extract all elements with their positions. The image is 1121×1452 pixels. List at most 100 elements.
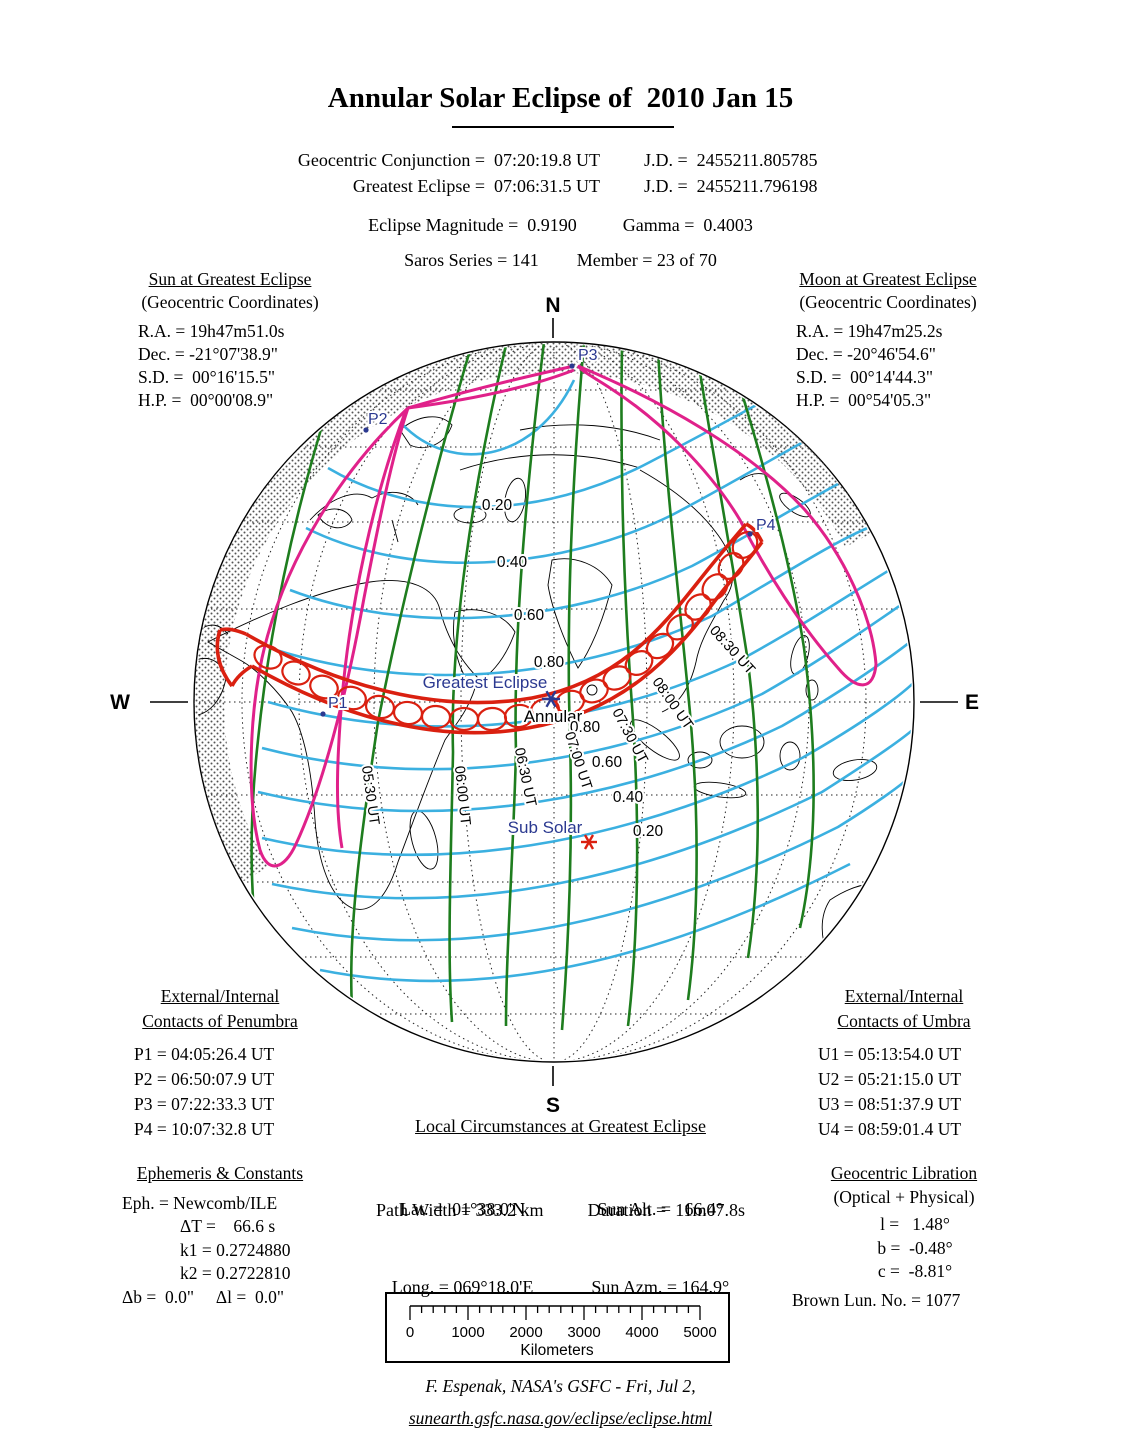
- penumbra-p3: P3 = 07:22:33.3 UT: [134, 1094, 275, 1114]
- sun-sd: S.D. = 00°16'15.5": [138, 367, 276, 387]
- svg-text:3000: 3000: [567, 1324, 600, 1341]
- penumbra-p4: P4 = 10:07:32.8 UT: [134, 1119, 275, 1139]
- svg-text:0.40: 0.40: [497, 554, 528, 571]
- magnitude-gamma-row: Eclipse Magnitude = 0.9190 Gamma = 0.400…: [0, 215, 1121, 236]
- svg-text:0.80: 0.80: [534, 654, 565, 671]
- coastlines: [196, 416, 911, 979]
- moon-sd: S.D. = 00°14'44.3": [796, 367, 934, 387]
- gamma-value: Gamma = 0.4003: [622, 215, 753, 235]
- ephemeris-source: Eph. = Newcomb/ILE: [122, 1192, 278, 1213]
- saros-series: Saros Series = 141: [404, 250, 539, 270]
- moon-block-subtitle: (Geocentric Coordinates): [799, 292, 977, 312]
- website-url: sunearth.gsfc.nasa.gov/eclipse/eclipse.h…: [408, 1408, 713, 1428]
- sun-block-subtitle: (Geocentric Coordinates): [141, 292, 319, 312]
- local-circumstances-block: Local Circumstances at Greatest Eclipse …: [0, 1116, 1121, 1297]
- ephemeris-block: Ephemeris & Constants Eph. = Newcomb/ILE…: [100, 1162, 340, 1309]
- sun-hp: H.P. = 00°00'08.9": [138, 390, 274, 410]
- svg-text:0.20: 0.20: [633, 823, 664, 840]
- compass-north: N: [545, 294, 560, 317]
- moon-coordinates-block: Moon at Greatest Eclipse (Geocentric Coo…: [766, 268, 1010, 412]
- sub-solar-label: Sub Solar: [508, 818, 583, 837]
- libration-b: b = -0.48°: [877, 1237, 953, 1258]
- moon-dec: Dec. = -20°46'54.6": [796, 344, 936, 364]
- k2-constant: k2 = 0.2722810: [180, 1263, 291, 1283]
- moon-hp: H.P. = 00°54'05.3": [796, 390, 932, 410]
- umbra-title-1: External/Internal: [844, 986, 964, 1006]
- greatest-eclipse-time: Greatest Eclipse = 07:06:31.5 UT: [352, 176, 600, 196]
- moon-ra: R.A. = 19h47m25.2s: [796, 321, 943, 341]
- brown-lunation: Brown Lun. No. = 1077: [792, 1289, 961, 1310]
- graticule: [196, 344, 912, 1060]
- annularity-path: [215, 522, 764, 735]
- saros-member-row: Saros Series = 141 Member = 23 of 70: [0, 250, 1121, 271]
- scale-numbers: 0 1000 2000 3000 4000 5000: [406, 1324, 717, 1341]
- compass-ticks: [150, 318, 958, 1086]
- sun-coordinates-block: Sun at Greatest Eclipse (Geocentric Coor…: [108, 268, 352, 412]
- ut-contours: [250, 344, 815, 1031]
- sun-altitude: Sun Alt. = 66.4°: [597, 1199, 724, 1219]
- header-data-rows: Geocentric Conjunction = 07:20:19.8 UT J…: [138, 147, 894, 199]
- conjunction-jd: J.D. = 2455211.805785: [644, 150, 818, 170]
- umbra-u1: U1 = 05:13:54.0 UT: [818, 1044, 962, 1064]
- sub-solar-star: [581, 834, 597, 850]
- umbra-u3: U3 = 08:51:37.9 UT: [818, 1094, 962, 1114]
- k1-constant: k1 = 0.2724880: [180, 1239, 291, 1260]
- svg-text:0: 0: [406, 1324, 414, 1341]
- greatest-eclipse-star: [542, 690, 560, 708]
- p1-label: P1: [328, 695, 348, 712]
- penumbra-p1: P1 = 04:05:26.4 UT: [134, 1044, 275, 1064]
- svg-text:5000: 5000: [683, 1324, 716, 1341]
- p4-label: P4: [756, 517, 776, 534]
- delta-b-l: Δb = 0.0" Δl = 0.0": [122, 1286, 285, 1307]
- scale-bar: 0 1000 2000 3000 4000 5000 Kilometers: [385, 1292, 730, 1363]
- greatest-eclipse-label: Greatest Eclipse: [423, 673, 548, 692]
- libration-subtitle: (Optical + Physical): [833, 1186, 975, 1207]
- p3-label: P3: [578, 347, 598, 364]
- penumbra-p2: P2 = 06:50:07.9 UT: [134, 1069, 275, 1089]
- saros-member: Member = 23 of 70: [576, 250, 717, 270]
- umbra-contacts-block: External/Internal Contacts of Umbra U1 =…: [796, 984, 1012, 1142]
- magnitude-contours: [257, 370, 912, 983]
- annular-label: Annular: [524, 707, 583, 726]
- page-title: Annular Solar Eclipse of 2010 Jan 15: [327, 82, 794, 114]
- contact-point-markers: [320, 363, 753, 717]
- compass-west: W: [110, 691, 130, 714]
- svg-text:0.60: 0.60: [514, 607, 545, 624]
- umbra-title-2: Contacts of Umbra: [837, 1011, 971, 1031]
- libration-title: Geocentric Libration: [830, 1163, 978, 1183]
- sun-block-title: Sun at Greatest Eclipse: [148, 269, 312, 289]
- moon-block-title: Moon at Greatest Eclipse: [799, 269, 977, 289]
- libration-l: l = 1.48°: [880, 1214, 950, 1234]
- magnitude-labels: 0.20 0.40 0.60 0.80 0.80 0.60 0.40 0.20: [480, 495, 666, 842]
- p2-label: P2: [368, 411, 388, 428]
- svg-text:0.80: 0.80: [570, 719, 601, 736]
- umbra-u4: U4 = 08:59:01.4 UT: [818, 1119, 962, 1139]
- title-rule: [452, 126, 674, 128]
- svg-text:0.60: 0.60: [592, 754, 623, 771]
- umbra-u2: U2 = 05:21:15.0 UT: [818, 1069, 962, 1089]
- penumbra-limit-curves: [249, 364, 878, 868]
- svg-text:4000: 4000: [625, 1324, 658, 1341]
- sun-ra: R.A. = 19h47m51.0s: [138, 321, 285, 341]
- greatest-eclipse-jd: J.D. = 2455211.796198: [644, 176, 818, 196]
- local-title: Local Circumstances at Greatest Eclipse: [415, 1116, 706, 1136]
- sun-dec: Dec. = -21°07'38.9": [138, 344, 278, 364]
- libration-c: c = -8.81°: [877, 1261, 953, 1281]
- svg-text:2000: 2000: [509, 1324, 542, 1341]
- compass-south: S: [546, 1094, 560, 1117]
- delta-t: ΔT = 66.6 s: [180, 1216, 276, 1236]
- antumbra-outlines: [253, 530, 759, 732]
- svg-text:0.20: 0.20: [482, 497, 513, 514]
- penumbra-contacts-block: External/Internal Contacts of Penumbra P…: [112, 984, 328, 1142]
- compass-east: E: [965, 691, 979, 714]
- penumbra-title-1: External/Internal: [160, 986, 280, 1006]
- eclipse-magnitude: Eclipse Magnitude = 0.9190: [368, 215, 577, 235]
- penumbra-title-2: Contacts of Penumbra: [142, 1011, 298, 1031]
- scale-bar-ruler: 0 1000 2000 3000 4000 5000 Kilometers: [406, 1305, 717, 1359]
- latitude-value: Lat. = 01°38.0'N: [400, 1199, 526, 1219]
- scale-ticks: [409, 1306, 701, 1320]
- duration: Duration = 11m07.8s: [587, 1200, 746, 1220]
- ephemeris-title: Ephemeris & Constants: [136, 1163, 304, 1183]
